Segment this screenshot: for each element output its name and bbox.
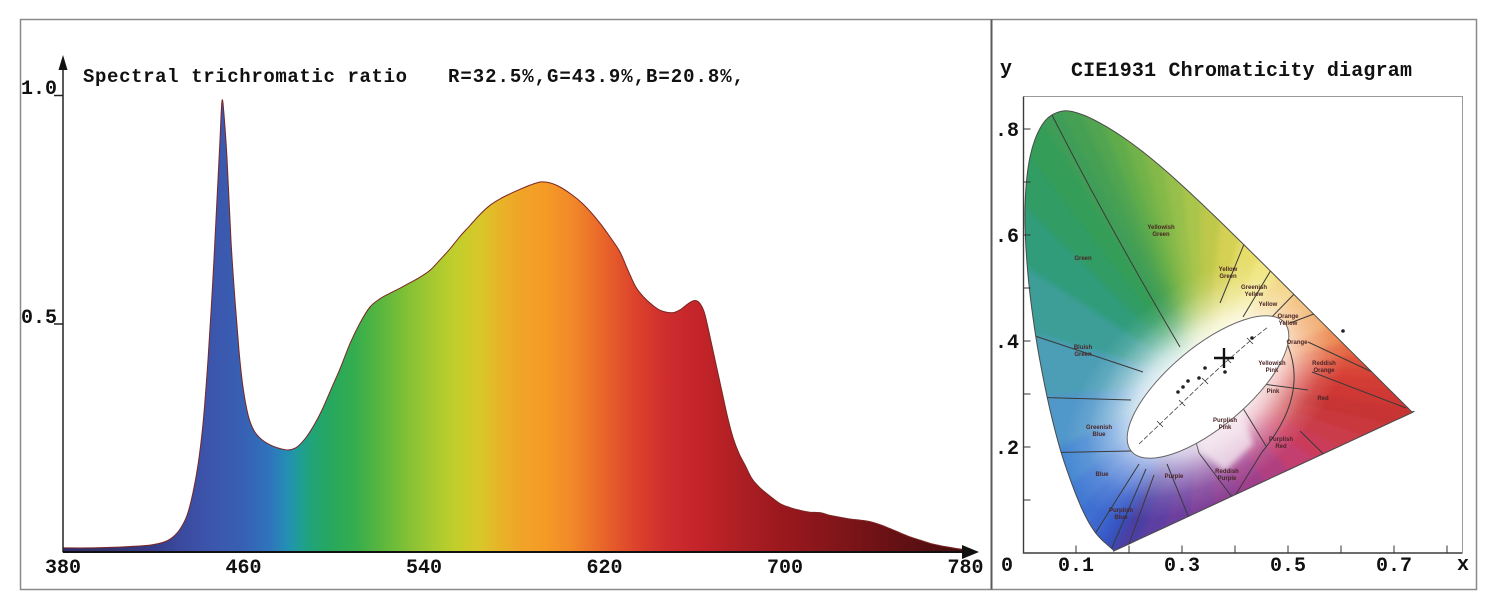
- svg-text:Greenish: Greenish: [1241, 285, 1267, 291]
- svg-text:R=32.5%,G=43.9%,B=20.8%,: R=32.5%,G=43.9%,B=20.8%,: [448, 66, 744, 88]
- svg-text:Orange: Orange: [1286, 340, 1308, 346]
- svg-text:.4: .4: [995, 332, 1019, 355]
- svg-text:Red: Red: [1275, 444, 1287, 450]
- svg-text:Purplish: Purplish: [1109, 508, 1133, 514]
- svg-text:Green: Green: [1219, 274, 1237, 280]
- svg-text:Spectral trichromatic ratio: Spectral trichromatic ratio: [83, 66, 407, 88]
- svg-text:0: 0: [1001, 555, 1013, 578]
- svg-text:540: 540: [406, 557, 442, 580]
- svg-text:620: 620: [586, 557, 622, 580]
- svg-text:0.5: 0.5: [21, 307, 57, 330]
- svg-text:Orange: Orange: [1313, 368, 1335, 374]
- svg-text:Greenish: Greenish: [1086, 425, 1112, 431]
- svg-text:Yellowish: Yellowish: [1258, 361, 1286, 367]
- svg-text:Reddish: Reddish: [1215, 469, 1239, 475]
- svg-text:Blue: Blue: [1114, 515, 1128, 521]
- svg-text:Yellow: Yellow: [1259, 302, 1278, 308]
- svg-text:0.7: 0.7: [1376, 555, 1412, 578]
- svg-text:Purplish: Purplish: [1213, 418, 1237, 424]
- svg-text:.8: .8: [995, 120, 1019, 143]
- svg-text:Purple: Purple: [1165, 474, 1184, 480]
- svg-text:Blue: Blue: [1095, 472, 1109, 478]
- svg-text:Blue: Blue: [1092, 432, 1106, 438]
- svg-text:Pink: Pink: [1219, 425, 1232, 431]
- svg-text:Purplish: Purplish: [1269, 437, 1293, 443]
- svg-text:460: 460: [225, 557, 261, 580]
- svg-text:1.0: 1.0: [21, 78, 57, 101]
- svg-text:Green: Green: [1074, 256, 1092, 262]
- svg-text:CIE1931 Chromaticity diagram: CIE1931 Chromaticity diagram: [1071, 60, 1412, 83]
- svg-text:x: x: [1457, 554, 1469, 577]
- svg-text:.6: .6: [995, 226, 1019, 249]
- svg-text:Reddish: Reddish: [1312, 361, 1336, 367]
- svg-text:Green: Green: [1152, 232, 1170, 238]
- svg-text:Pink: Pink: [1267, 389, 1280, 395]
- svg-text:Pink: Pink: [1266, 368, 1279, 374]
- svg-text:.2: .2: [995, 438, 1019, 461]
- svg-text:Yellowish: Yellowish: [1147, 225, 1175, 231]
- svg-text:780: 780: [947, 557, 983, 580]
- svg-text:Purple: Purple: [1218, 476, 1237, 482]
- svg-text:380: 380: [45, 557, 81, 580]
- svg-text:0.3: 0.3: [1164, 555, 1200, 578]
- svg-text:Orange: Orange: [1277, 314, 1299, 320]
- svg-text:Green: Green: [1074, 352, 1092, 358]
- svg-text:Yellow: Yellow: [1219, 267, 1238, 273]
- svg-text:Yellow: Yellow: [1245, 292, 1264, 298]
- svg-text:Bluish: Bluish: [1074, 345, 1093, 351]
- svg-text:0.5: 0.5: [1270, 555, 1306, 578]
- svg-text:700: 700: [767, 557, 803, 580]
- svg-text:Red: Red: [1317, 396, 1329, 402]
- svg-text:y: y: [1000, 58, 1012, 81]
- svg-text:0.1: 0.1: [1058, 555, 1094, 578]
- svg-text:Yellow: Yellow: [1279, 321, 1298, 327]
